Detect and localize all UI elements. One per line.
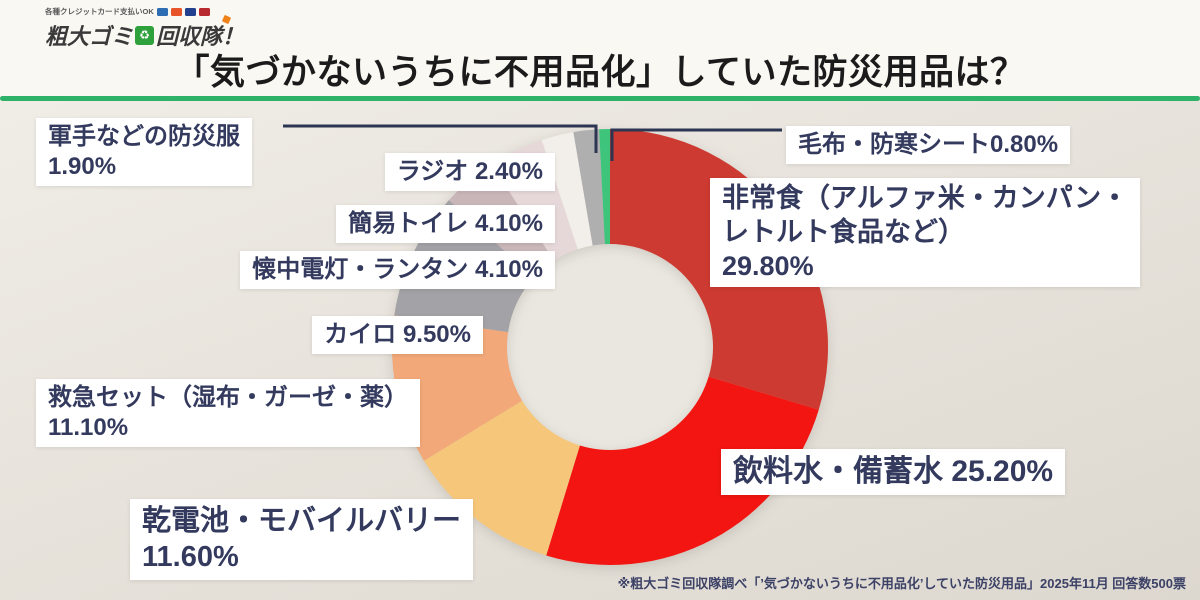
credit-card-icon [198, 7, 210, 16]
label-text: カイロ 9.50% [324, 321, 471, 348]
label-percent: 29.80% [722, 250, 814, 281]
label-hand-warmer: カイロ 9.50% [312, 316, 483, 354]
credit-card-icon [156, 7, 168, 16]
donut-slice-9 [599, 129, 610, 245]
leader-line-blanket [610, 128, 782, 161]
source-note: ※粗大ゴミ回収隊調べ「’気づかないうちに不用品化’していた防災用品」2025年1… [617, 576, 1186, 591]
donut-hole [507, 244, 713, 450]
label-percent: 11.60% [142, 541, 239, 574]
divider-line [0, 96, 1200, 101]
logo-tagline-row: 各種クレジットカード支払いOK [45, 6, 244, 17]
label-text: レトルト食品など） [722, 216, 965, 247]
donut-slice-2 [423, 400, 580, 556]
label-text: 簡易トイレ 4.10% [348, 210, 543, 237]
credit-card-icon [170, 7, 182, 16]
logo-text-left: 粗大ゴミ [45, 24, 134, 49]
donut-slice-8 [573, 129, 605, 246]
label-percent: 1.90% [48, 153, 117, 180]
label-percent: 11.10% [48, 414, 129, 441]
page-title: 「気づかないうちに不用品化」していた防災用品は？ [174, 53, 1026, 92]
label-emergency-food: 非常食（アルファ米・カンパン・ レトルト食品など） 29.80% [710, 178, 1141, 288]
label-radio: ラジオ 2.40% [384, 153, 555, 191]
logo-wordmark: 粗大ゴミ ♻ 回収隊！ [45, 14, 245, 51]
label-drinking-water: 飲料水・備蓄水 25.20% [721, 449, 1066, 495]
label-protective-gloves: 軍手などの防災服 1.90% [36, 118, 252, 186]
label-text: 非常食（アルファ米・カンパン・ [722, 183, 1129, 213]
label-text: 乾電池・モバイルバリー [142, 505, 462, 537]
leader-line-gloves [283, 124, 598, 153]
recycle-icon: ♻ [135, 25, 155, 45]
label-text: 毛布・防寒シート0.80% [798, 131, 1059, 158]
brand-logo: 各種クレジットカード支払いOK 粗大ゴミ ♻ 回収隊！ [45, 6, 244, 51]
logo-text-right: 回収隊！ [156, 24, 245, 49]
recycle-glyph: ♻ [139, 28, 150, 42]
label-text: 懐中電灯・ランタン 4.10% [252, 256, 543, 283]
label-portable-toilet: 簡易トイレ 4.10% [336, 205, 555, 243]
label-text: 救急セット（湿布・ガーゼ・薬） [48, 384, 408, 411]
label-first-aid-kit: 救急セット（湿布・ガーゼ・薬） 11.10% [36, 379, 420, 447]
label-text: 軍手などの防災服 [48, 123, 240, 150]
label-blanket-sheet: 毛布・防寒シート0.80% [786, 126, 1071, 164]
label-text: 飲料水・備蓄水 25.20% [733, 455, 1054, 488]
label-text: ラジオ 2.40% [396, 158, 543, 185]
label-flashlight-lantern: 懐中電灯・ランタン 4.10% [240, 251, 555, 289]
donut-slice-1 [546, 376, 819, 566]
credit-card-icon [184, 7, 196, 16]
label-batteries-mobile: 乾電池・モバイルバリー 11.60% [130, 499, 474, 580]
logo-tagline: 各種クレジットカード支払いOK [45, 7, 154, 16]
header-band: 各種クレジットカード支払いOK 粗大ゴミ ♻ 回収隊！ 「気づかないうちに不用品… [0, 0, 1200, 96]
